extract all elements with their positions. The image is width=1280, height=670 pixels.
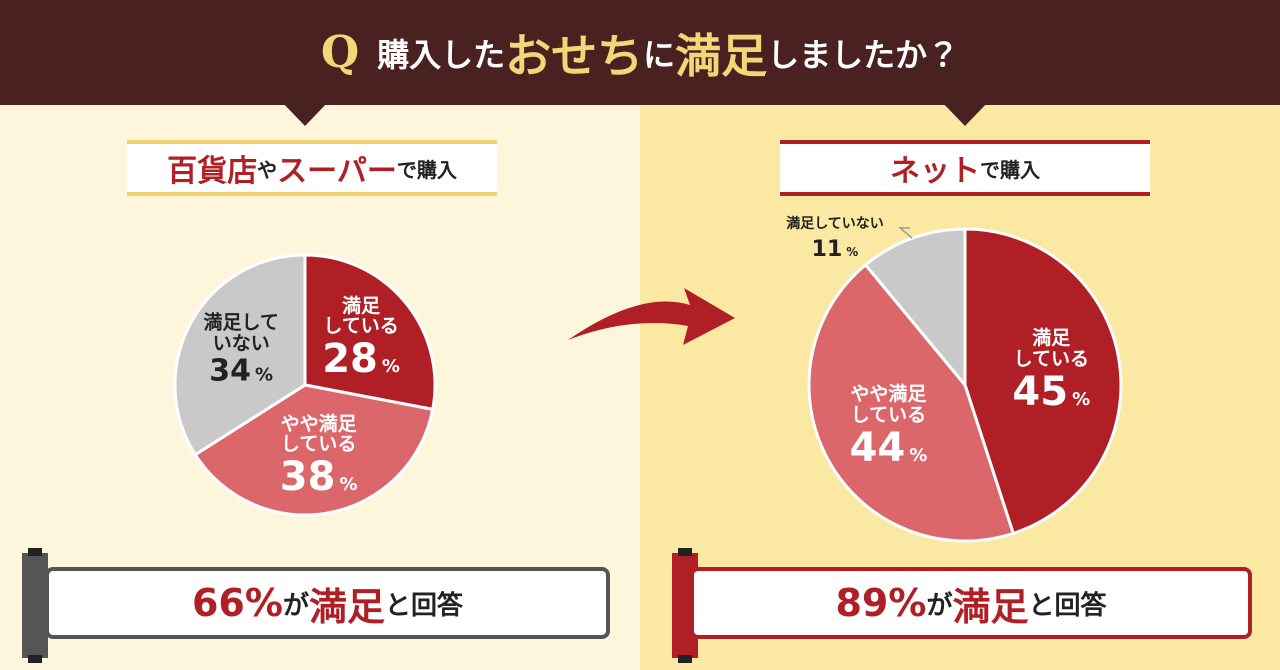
title-part: 満足 xyxy=(675,28,768,83)
slice-category: 満足していない xyxy=(786,216,884,233)
title-part: に xyxy=(643,35,676,74)
pointer xyxy=(280,100,330,126)
value: 45 xyxy=(1012,369,1069,416)
pie-slice xyxy=(963,227,1123,536)
slice-value: 45% xyxy=(1012,370,1090,414)
slice-category: 満足して いない xyxy=(203,311,279,355)
summary: 89% が満足 と回答 xyxy=(690,567,1252,639)
slice-label: 満足して いない 34% xyxy=(203,311,279,387)
slice-value: 34% xyxy=(203,354,278,387)
unit: % xyxy=(846,245,859,260)
slice-label: 満足していない 11% xyxy=(786,216,884,263)
summary-part: と回答 xyxy=(1028,590,1107,621)
pie-slice xyxy=(173,253,307,457)
title-part: や xyxy=(257,157,278,182)
title-part: 百貨店 xyxy=(167,154,258,189)
slice-label: やや満足 している 44% xyxy=(850,384,928,470)
slice-value: 28% xyxy=(322,337,400,381)
slice-value: 44% xyxy=(850,426,928,470)
chart-title: 百貨店やスーパー で購入 xyxy=(127,140,497,196)
pie-slice xyxy=(863,227,967,390)
unit: % xyxy=(255,364,274,386)
value: 28 xyxy=(322,336,378,383)
summary-part: が xyxy=(926,590,953,621)
title-part: で購入 xyxy=(980,157,1040,182)
unit: % xyxy=(381,356,400,378)
pie-slice xyxy=(807,262,1016,543)
title-part: スーパー xyxy=(277,154,397,189)
value: 11 xyxy=(811,237,843,263)
summary-part: と回答 xyxy=(384,590,463,621)
q-mark: Q xyxy=(320,27,360,78)
title-part: ネット xyxy=(890,154,980,189)
value: 38 xyxy=(279,454,336,501)
leader-line xyxy=(898,227,913,239)
pointer xyxy=(940,100,990,126)
slice-label: 満足 している 28% xyxy=(322,294,400,381)
slice-category: やや満足 している xyxy=(850,383,927,427)
summary-part: 66% xyxy=(191,581,283,625)
title-part: おせち xyxy=(505,28,644,83)
pies xyxy=(173,227,1123,543)
summary-part: 満足 xyxy=(952,584,1029,629)
slice-value: 38% xyxy=(280,455,358,499)
summary-part: が xyxy=(282,590,309,621)
summary-part: 満足 xyxy=(308,584,385,629)
value: 44 xyxy=(849,424,906,471)
arrow xyxy=(568,288,735,345)
unit: % xyxy=(339,474,358,496)
slice-category: やや満足 している xyxy=(280,412,357,456)
title-part: 購入した xyxy=(377,35,506,74)
title-part: しましたか？ xyxy=(767,35,960,74)
title-part: で購入 xyxy=(396,157,457,182)
header: Q 購入した おせちに満足 しましたか？ xyxy=(0,0,1280,105)
slice-category: 満足 している xyxy=(323,294,399,338)
pie-slice xyxy=(303,253,437,412)
roller xyxy=(22,553,48,658)
roller-cap xyxy=(28,548,42,556)
unit: % xyxy=(1072,389,1091,411)
slice-value: 11% xyxy=(786,237,884,263)
slice-category: 満足 している xyxy=(1013,327,1089,371)
unit: % xyxy=(909,444,928,466)
roller-cap xyxy=(678,548,692,556)
slice-label: 満足 している 45% xyxy=(1012,328,1090,414)
summary-part: 89% xyxy=(835,581,927,625)
roller-cap xyxy=(678,655,692,663)
summary: 66% が満足 と回答 xyxy=(45,567,610,639)
value: 34 xyxy=(209,353,252,389)
roller-cap xyxy=(28,655,42,663)
slice-label: やや満足 している 38% xyxy=(280,412,358,499)
chart-title: ネット で購入 xyxy=(780,140,1150,196)
